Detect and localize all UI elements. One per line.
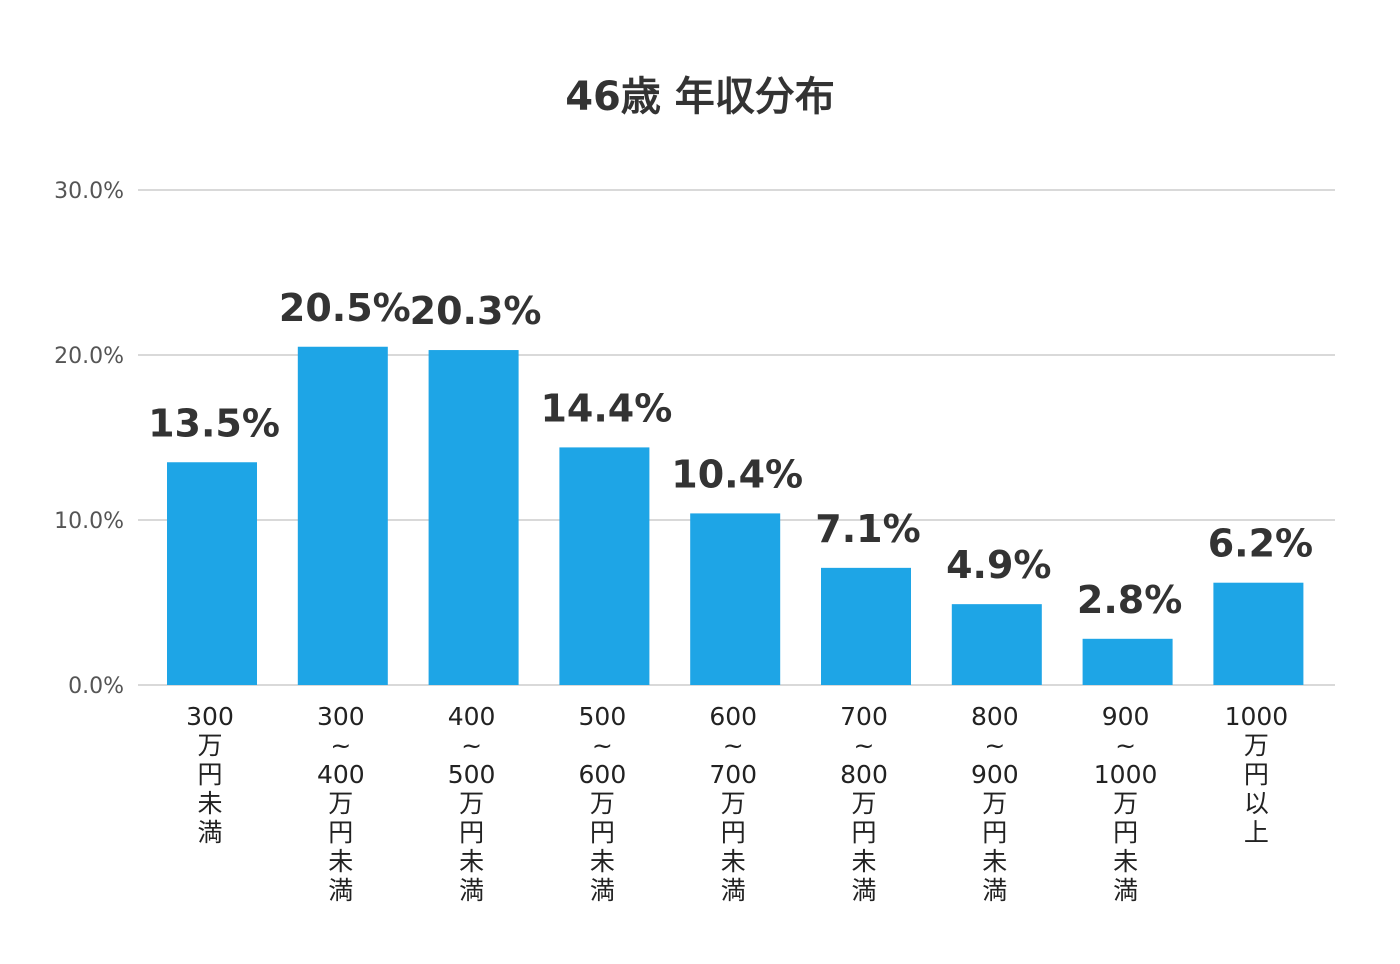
chart-title: 46歳 年収分布	[565, 74, 835, 120]
bar-value-label: 10.4%	[671, 452, 803, 496]
bar-value-label: 4.9%	[946, 543, 1051, 587]
y-tick-label: 20.0%	[54, 344, 124, 369]
bar	[1213, 582, 1304, 685]
x-tick-label: 300 万円未満	[186, 702, 234, 847]
x-tick-label: 500 ~600 万円未満	[579, 702, 627, 905]
y-tick-label: 30.0%	[54, 179, 124, 204]
bar-value-labels: 13.5% 20.5%20.3% 14.4% 10.4% 7.1% 4.9% 2.8% 6.2…	[148, 286, 1313, 622]
y-axis-ticks: 0.0% 10.0% 20.0% 30.0%	[54, 179, 124, 699]
bar-value-label: 20.3%	[410, 289, 542, 333]
bar	[428, 350, 519, 685]
x-tick-label: 700 ~800 万円未満	[840, 702, 888, 905]
y-tick-label: 0.0%	[68, 674, 124, 699]
bar	[167, 462, 257, 685]
x-tick-label: 800 ~900 万円未満	[971, 702, 1019, 905]
bar-value-label: 14.4%	[540, 386, 672, 430]
bar	[821, 567, 911, 685]
x-tick-label: 400 ~500 万円未満	[448, 702, 496, 905]
bars	[167, 346, 1304, 685]
bar	[1082, 638, 1173, 685]
bar	[690, 513, 781, 685]
y-tick-label: 10.0%	[54, 509, 124, 534]
bar-value-label: 2.8%	[1077, 578, 1182, 622]
bar-value-label: 13.5%	[148, 401, 280, 445]
x-tick-label: 300 ~400 万円未満	[317, 702, 365, 905]
bar-value-label: 7.1%	[815, 507, 920, 551]
bar-value-label: 20.5%	[279, 286, 411, 330]
x-tick-label: 1000 万円以上	[1225, 702, 1289, 847]
bar	[951, 604, 1042, 685]
x-axis-ticks: 300 万円未満 300 ~400 万円未満 400 ~500 万円未満 500 ~600 万円未満…	[186, 702, 1288, 905]
x-tick-label: 900 ~1000 万円未満	[1094, 702, 1158, 905]
x-tick-label: 600 ~700 万円未満	[709, 702, 757, 905]
bar	[297, 346, 388, 685]
bar	[559, 447, 650, 685]
bar-value-label: 6.2%	[1208, 522, 1313, 566]
